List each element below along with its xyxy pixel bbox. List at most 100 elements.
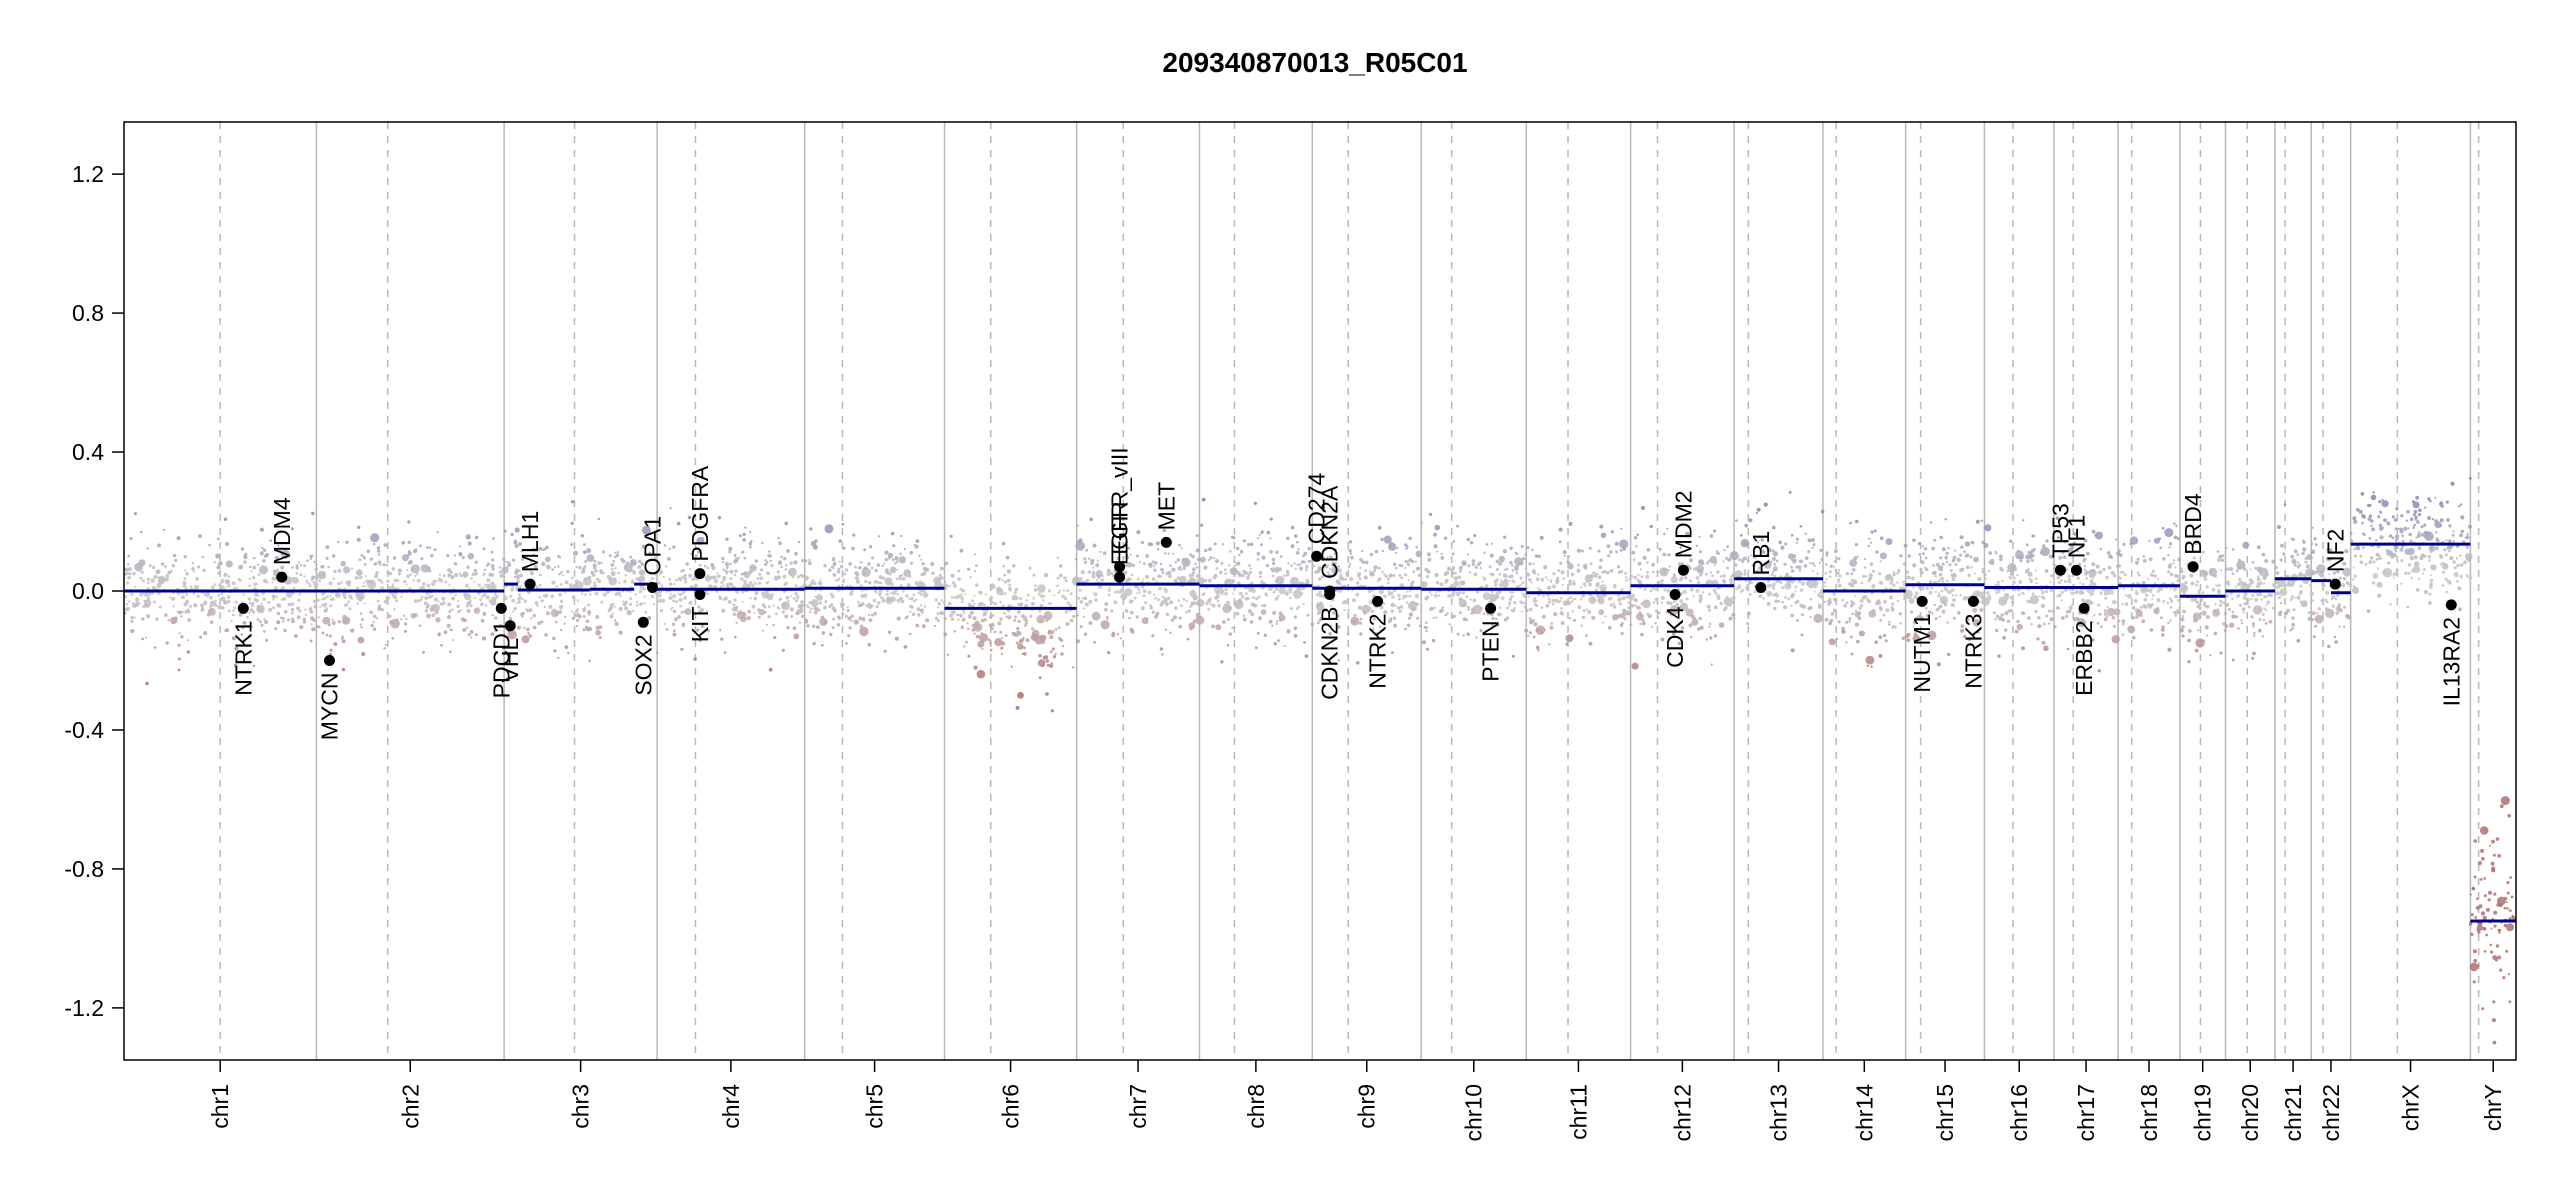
probe-point	[2193, 614, 2196, 617]
probe-point	[2200, 598, 2204, 602]
probe-point	[728, 582, 732, 586]
probe-point	[1405, 545, 1409, 548]
probe-point	[311, 627, 316, 632]
probe-point	[1452, 540, 1456, 543]
probe-point	[1675, 602, 1679, 606]
probe-point	[1707, 559, 1711, 562]
probe-point	[1211, 624, 1215, 629]
probe-point	[490, 564, 495, 568]
probe-point	[1943, 586, 1947, 590]
probe-point	[1468, 571, 1472, 574]
probe-point	[2302, 539, 2305, 542]
probe-point	[673, 629, 676, 633]
probe-point	[135, 597, 140, 602]
probe-point	[385, 564, 389, 567]
probe-point	[1878, 572, 1882, 576]
probe-point	[1302, 603, 1305, 606]
probe-point	[895, 577, 899, 581]
probe-point	[1914, 591, 1919, 596]
probe-point	[767, 554, 770, 557]
probe-point	[554, 611, 559, 615]
probe-point	[1194, 562, 1197, 566]
probe-point	[2277, 612, 2282, 617]
probe-point	[521, 635, 530, 644]
probe-point	[1967, 637, 1972, 642]
probe-point	[2448, 549, 2451, 553]
probe-point	[1981, 540, 1985, 545]
probe-point	[1527, 595, 1530, 598]
probe-point	[1457, 575, 1462, 580]
probe-point	[582, 628, 586, 632]
probe-point	[467, 552, 475, 560]
probe-point	[2043, 622, 2046, 626]
probe-point	[357, 525, 361, 529]
probe-point	[483, 611, 486, 615]
probe-point	[1152, 565, 1155, 568]
probe-point	[889, 592, 892, 595]
probe-point	[1771, 582, 1776, 587]
probe-point	[1654, 597, 1659, 602]
probe-point	[146, 587, 150, 591]
probe-point	[1877, 601, 1882, 606]
probe-point	[466, 608, 471, 613]
probe-point	[1019, 602, 1024, 607]
probe-point	[438, 573, 441, 576]
probe-point	[576, 618, 580, 623]
probe-point	[1231, 626, 1234, 629]
probe-point	[1640, 602, 1644, 606]
probe-point	[2075, 591, 2079, 595]
probe-point	[1326, 571, 1330, 574]
probe-point	[250, 570, 253, 573]
probe-point	[563, 591, 566, 594]
probe-point	[1285, 572, 1290, 577]
probe-point	[1274, 587, 1279, 592]
probe-point	[440, 643, 443, 647]
probe-point	[2153, 582, 2157, 585]
probe-point	[850, 592, 853, 595]
probe-point	[1633, 575, 1637, 580]
probe-point	[428, 546, 432, 549]
probe-point	[1954, 563, 1958, 566]
probe-point	[1746, 611, 1751, 616]
probe-point	[1788, 491, 1792, 494]
probe-point	[2280, 543, 2284, 548]
probe-point	[1519, 600, 1522, 603]
probe-point	[1499, 613, 1503, 616]
probe-point	[989, 583, 996, 590]
probe-point	[697, 605, 701, 609]
probe-point	[2342, 625, 2346, 628]
probe-point	[299, 564, 303, 567]
probe-point	[1091, 611, 1101, 621]
probe-point	[1698, 594, 1702, 598]
probe-point	[291, 527, 294, 531]
probe-point	[2260, 598, 2264, 601]
probe-point	[1275, 620, 1278, 623]
probe-point	[453, 554, 457, 557]
probe-point	[834, 579, 837, 582]
probe-point	[1127, 577, 1131, 582]
probe-point	[1619, 539, 1629, 549]
probe-point	[2016, 619, 2020, 624]
probe-point	[2312, 635, 2316, 639]
probe-point	[2339, 608, 2343, 613]
probe-point	[975, 564, 978, 567]
probe-point	[2073, 532, 2077, 536]
probe-point	[231, 581, 236, 586]
probe-point	[2201, 550, 2205, 554]
probe-point	[413, 599, 418, 603]
probe-point	[176, 536, 181, 541]
probe-point	[1746, 583, 1750, 588]
probe-point	[2452, 560, 2456, 564]
probe-point	[1387, 589, 1390, 592]
probe-point	[867, 643, 871, 647]
probe-point	[1581, 594, 1585, 598]
probe-point	[2251, 656, 2255, 660]
probe-point	[320, 598, 323, 601]
probe-point	[1636, 533, 1640, 537]
probe-point	[1179, 575, 1187, 584]
probe-point	[2229, 622, 2235, 628]
probe-point	[749, 531, 752, 533]
probe-point	[1165, 571, 1170, 576]
probe-point	[127, 572, 132, 576]
probe-point	[2331, 594, 2336, 599]
